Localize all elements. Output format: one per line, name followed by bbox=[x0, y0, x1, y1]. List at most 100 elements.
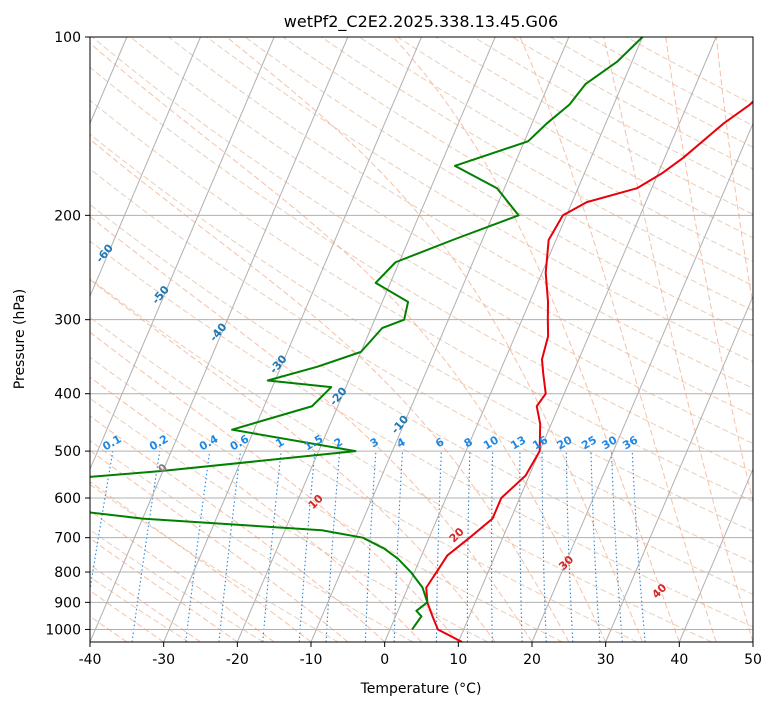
isotherm-label: -80 bbox=[0, 156, 5, 180]
x-tick-label: 40 bbox=[670, 652, 688, 668]
isotherm-line bbox=[90, 37, 349, 642]
moist-adiabat bbox=[90, 42, 607, 642]
moist-adiabat bbox=[90, 510, 275, 642]
mixing-ratio-label: 1 bbox=[273, 435, 286, 450]
dry-adiabat bbox=[511, 37, 753, 170]
x-tick-label: 10 bbox=[449, 652, 467, 668]
x-axis: -40 -30 -20 -10 0 10 20 30 40 50 bbox=[79, 642, 762, 668]
mixing-ratio-line bbox=[364, 451, 377, 642]
moist-adiabat bbox=[90, 415, 386, 642]
isotherm-line bbox=[531, 122, 753, 642]
y-tick-label: 800 bbox=[54, 565, 81, 581]
moist-adiabat bbox=[90, 376, 422, 642]
y-tick-label: 700 bbox=[54, 531, 81, 547]
dewpoint-profile bbox=[90, 37, 644, 631]
moist-adiabat-label: 40 bbox=[649, 581, 669, 601]
y-tick-label: 300 bbox=[54, 313, 81, 329]
y-tick-label: 200 bbox=[54, 208, 81, 224]
dry-adiabat bbox=[90, 397, 488, 642]
dry-adiabat bbox=[91, 37, 753, 445]
dry-adiabat bbox=[90, 66, 753, 473]
moist-adiabat bbox=[90, 138, 570, 642]
y-axis: 100 200 300 400 500 600 700 800 900 1000 bbox=[45, 30, 90, 638]
series-group bbox=[90, 37, 753, 642]
mixing-ratio-label: 0.2 bbox=[147, 432, 170, 453]
isotherm-label: -50 bbox=[149, 283, 172, 307]
dry-adiabat bbox=[90, 240, 753, 628]
isotherm-label: -40 bbox=[207, 320, 230, 344]
dry-adiabat bbox=[90, 529, 264, 642]
isotherm-label: -30 bbox=[267, 352, 290, 376]
dry-adiabat bbox=[90, 99, 753, 502]
moist-adiabat bbox=[519, 37, 717, 642]
moist-adiabat bbox=[392, 37, 680, 642]
y-tick-label: 1000 bbox=[45, 622, 81, 638]
mixing-ratio-line bbox=[565, 451, 574, 642]
isotherm-line bbox=[384, 37, 643, 642]
mixing-ratio-line bbox=[435, 451, 442, 642]
moist-adiabat bbox=[715, 37, 753, 308]
y-tick-label: 400 bbox=[54, 387, 81, 403]
y-axis-label: Pressure (hPa) bbox=[12, 289, 28, 389]
mixing-ratio-label: 25 bbox=[579, 433, 599, 452]
mixing-ratio-line bbox=[298, 451, 316, 642]
mixing-ratio-label: 36 bbox=[620, 433, 640, 452]
mixing-ratio-label: 30 bbox=[600, 433, 620, 452]
y-tick-label: 100 bbox=[54, 30, 81, 46]
temperature-profile bbox=[425, 100, 753, 642]
dry-adiabat bbox=[90, 576, 190, 642]
mixing-ratio-label: 20 bbox=[555, 433, 575, 452]
isotherm-line bbox=[236, 37, 496, 642]
isotherm-line bbox=[163, 37, 422, 642]
isotherm-line bbox=[678, 467, 753, 642]
isotherm-line bbox=[310, 37, 570, 642]
y-tick-label: 600 bbox=[54, 491, 81, 507]
mixing-ratio-label: 10 bbox=[481, 433, 501, 452]
x-tick-label: -30 bbox=[152, 652, 175, 668]
dry-adiabat bbox=[282, 37, 753, 312]
moist-adiabat bbox=[90, 537, 238, 642]
moist-adiabat bbox=[90, 331, 459, 642]
x-tick-label: -10 bbox=[300, 652, 323, 668]
isotherm-line bbox=[605, 295, 753, 642]
x-axis-label: Temperature (°C) bbox=[360, 681, 482, 697]
mixing-ratio-line bbox=[90, 451, 114, 594]
isotherm-line bbox=[752, 640, 753, 642]
x-tick-label: -20 bbox=[226, 652, 249, 668]
mixing-ratio-label: 8 bbox=[462, 435, 475, 450]
moist-adiabat bbox=[90, 481, 312, 642]
y-tick-label: 900 bbox=[54, 595, 81, 611]
mixing-ratio-label: 1.5 bbox=[302, 432, 325, 453]
moist-adiabat bbox=[665, 37, 753, 504]
dry-adiabat bbox=[549, 37, 753, 148]
grid bbox=[90, 37, 753, 642]
mixing-ratio-line bbox=[218, 451, 242, 642]
dry-adiabat bbox=[206, 37, 753, 363]
mixing-ratio-line bbox=[185, 451, 211, 642]
chart-title: wetPf2_C2E2.2025.338.13.45.G06 bbox=[284, 12, 558, 32]
moist-adiabat bbox=[90, 215, 533, 642]
mixing-ratio-line bbox=[491, 451, 494, 642]
moist-adiabat bbox=[90, 449, 349, 642]
dry-adiabat bbox=[397, 37, 753, 239]
y-tick-label: 500 bbox=[54, 444, 81, 460]
dry-adiabat bbox=[90, 278, 712, 642]
mixing-ratio-label: 16 bbox=[530, 433, 550, 452]
dry-adiabat bbox=[90, 440, 414, 642]
dry-adiabat bbox=[168, 37, 753, 389]
dry-adiabat bbox=[90, 168, 753, 563]
dry-adiabat bbox=[588, 37, 753, 127]
plot-frame bbox=[89, 36, 754, 643]
dry-adiabat bbox=[130, 37, 753, 417]
moist-adiabat-label: 30 bbox=[556, 553, 576, 573]
mixing-ratio-line bbox=[631, 451, 646, 642]
moist-adiabat bbox=[226, 37, 643, 642]
dry-adiabat bbox=[90, 133, 753, 533]
isotherm-line bbox=[457, 37, 717, 642]
x-tick-label: 50 bbox=[744, 652, 762, 668]
dry-adiabat bbox=[359, 37, 753, 262]
isotherm-label: -10 bbox=[389, 413, 412, 437]
isotherm-line bbox=[90, 37, 275, 471]
x-tick-label: 0 bbox=[380, 652, 389, 668]
